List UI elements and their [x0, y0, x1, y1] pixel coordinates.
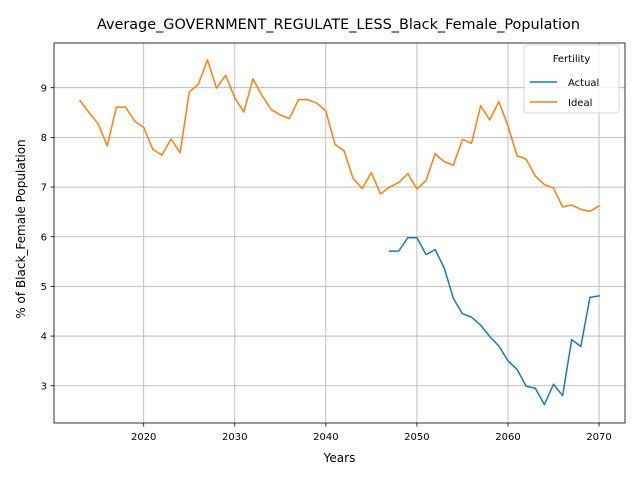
y-tick-label: 9: [41, 83, 47, 94]
y-tick-label: 3: [41, 381, 47, 392]
chart-title: Average_GOVERNMENT_REGULATE_LESS_Black_F…: [97, 17, 580, 33]
x-tick-label: 2030: [222, 432, 247, 443]
y-tick-label: 8: [41, 133, 47, 144]
y-tick-label: 6: [41, 232, 47, 243]
y-axis-label: % of Black_Female Population: [14, 139, 28, 318]
x-tick-label: 2070: [586, 432, 611, 443]
legend-title: Fertility: [553, 54, 591, 65]
x-tick-label: 2020: [131, 432, 156, 443]
y-tick-label: 5: [41, 282, 47, 293]
legend-label-actual: Actual: [568, 78, 599, 89]
plot-frame: [53, 42, 626, 424]
x-axis-label: Years: [323, 451, 356, 465]
y-tick-label: 7: [41, 183, 47, 194]
series-layer: [78, 59, 601, 406]
y-tick-label: 4: [41, 332, 47, 343]
legend-label-ideal: Ideal: [568, 98, 592, 109]
legend: Fertility Actual Ideal: [523, 44, 620, 114]
legend-box: [523, 44, 620, 114]
grid: [54, 43, 625, 423]
series-line-ideal: [78, 59, 601, 213]
x-tick-label: 2040: [313, 432, 338, 443]
x-tick-label: 2060: [495, 432, 520, 443]
series-line-actual: [388, 236, 600, 406]
axis-ticks: 2020 2030 2040 2050 2060 2070 3 4 5 6 7 8 9: [41, 83, 612, 443]
x-tick-label: 2050: [404, 432, 429, 443]
